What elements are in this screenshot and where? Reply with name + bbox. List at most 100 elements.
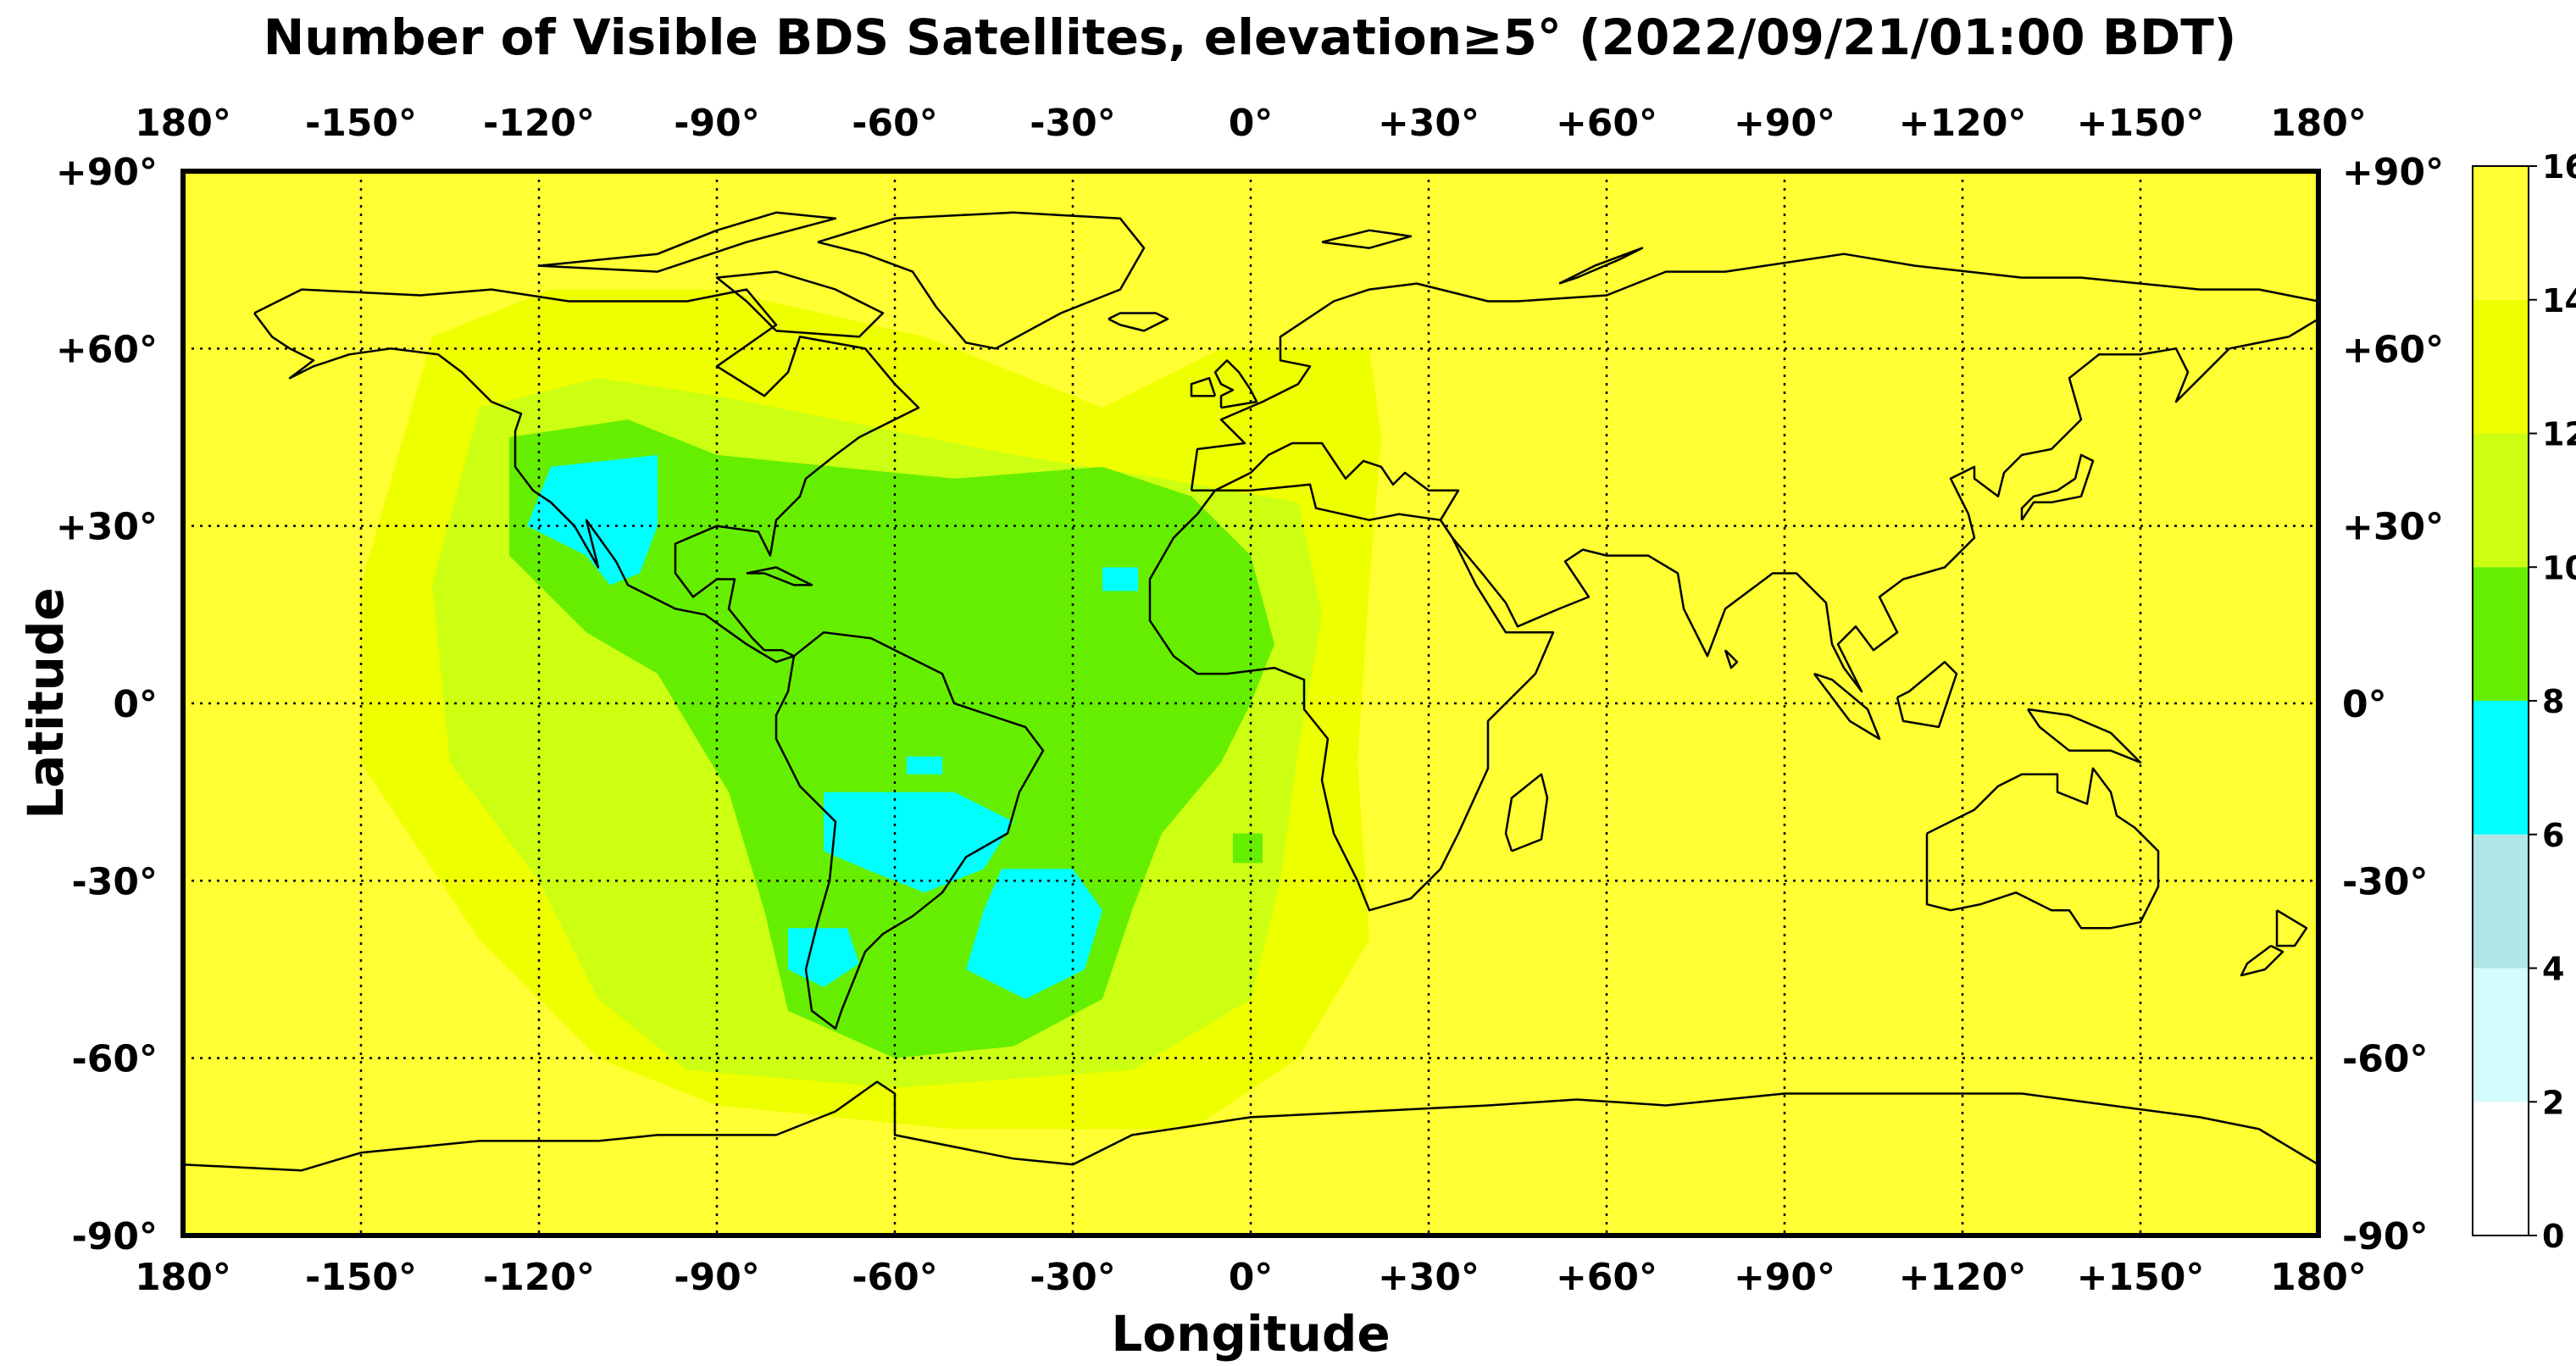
lon-tick-bottom: +60° [1556, 1256, 1657, 1299]
lon-tick-top: +60° [1556, 102, 1657, 145]
coast-ireland [1190, 376, 1217, 397]
colorbar-segment [2473, 433, 2529, 568]
lon-tick-top: -30° [1030, 102, 1116, 145]
lat-tick-right: -30° [2342, 860, 2429, 903]
coast-arctic-islands [538, 211, 837, 273]
lon-tick-bottom: -60° [852, 1256, 938, 1299]
coastline-layer [183, 211, 2318, 1172]
coast-novaya-zemlya [1558, 247, 1644, 285]
lon-tick-top: +120° [1899, 102, 2027, 145]
lon-tick-bottom: -150° [305, 1256, 417, 1299]
lat-tick-right: +30° [2342, 506, 2444, 549]
lat-tick-left: -90° [72, 1215, 158, 1258]
colorbar-segment [2473, 701, 2529, 835]
lon-tick-top: +30° [1378, 102, 1480, 145]
coast-eurasia-east [1191, 318, 2318, 693]
coast-new-zealand-south [2240, 944, 2285, 977]
colorbar-segment [2473, 968, 2529, 1102]
lon-tick-top: 180° [135, 102, 231, 145]
lat-tick-left: +30° [56, 506, 158, 549]
lat-tick-left: +90° [56, 151, 158, 194]
longitude-ticks-bottom: 180° -150° -120° -90° -60° -30° 0° +30° +60° +90°… [135, 1256, 2367, 1299]
colorbar-segment [2473, 166, 2529, 300]
lat-tick-right: -90° [2342, 1215, 2429, 1258]
map-frame [180, 169, 2321, 1238]
coast-eurasia [1190, 253, 2318, 491]
coast-madagascar [1504, 773, 1549, 852]
lon-tick-bottom: 180° [2270, 1256, 2367, 1299]
colorbar-segment [2473, 1102, 2529, 1236]
colorbar-tick-label: 12 [2542, 416, 2576, 453]
colorbar-tick-label: 8 [2542, 683, 2564, 720]
heatmap-region-9 [1233, 833, 1263, 863]
lon-tick-top: 0° [1229, 102, 1274, 145]
coast-sumatra [1813, 672, 1881, 741]
colorbar: 0 2 4 6 8 10 12 14 16 [2472, 148, 2576, 1255]
lon-tick-bottom: +90° [1734, 1256, 1835, 1299]
colorbar-tick-label: 0 [2542, 1218, 2564, 1255]
graticule-grid [183, 171, 2318, 1236]
lon-tick-top: -150° [305, 102, 417, 145]
lat-tick-right: -60° [2342, 1038, 2429, 1081]
heatmap-polar-band [183, 171, 2318, 201]
coast-cuba [746, 566, 813, 586]
lat-tick-left: -60° [72, 1038, 158, 1081]
y-axis-label: Latitude [17, 587, 75, 819]
lon-tick-bottom: 180° [135, 1256, 231, 1299]
coast-new-zealand [2275, 909, 2308, 947]
lon-tick-bottom: +30° [1378, 1256, 1480, 1299]
lon-tick-bottom: -120° [483, 1256, 595, 1299]
latitude-ticks-left: +90° +60° +30° 0° -30° -60° -90° [56, 151, 158, 1258]
lon-tick-bottom: +120° [1899, 1256, 2027, 1299]
coast-south-america [774, 631, 1045, 1030]
lat-tick-right: +90° [2342, 151, 2444, 194]
heatmap-region-7 [907, 756, 942, 775]
lon-tick-top: -90° [674, 102, 760, 145]
lat-tick-right: 0° [2342, 683, 2387, 726]
lon-tick-bottom: 0° [1229, 1256, 1274, 1299]
lon-tick-bottom: -30° [1030, 1256, 1116, 1299]
longitude-ticks-top: 180° -150° -120° -90° -60° -30° 0° +30° +60° +90°… [135, 102, 2367, 145]
coast-north-america [253, 288, 920, 664]
colorbar-segment [2473, 834, 2529, 969]
colorbar-tick-label: 10 [2542, 549, 2576, 586]
coast-japan [2020, 453, 2095, 521]
coast-antarctica [183, 1080, 2318, 1172]
lon-tick-top: -120° [483, 102, 595, 145]
colorbar-segment [2473, 299, 2529, 434]
coast-british-isles [1213, 359, 1258, 409]
lon-tick-top: +150° [2077, 102, 2205, 145]
x-axis-label: Longitude [1111, 1305, 1390, 1363]
coast-borneo [1896, 660, 1958, 729]
coast-iceland [1108, 312, 1169, 332]
colorbar-segment [2473, 567, 2529, 701]
coast-new-guinea [2026, 708, 2142, 764]
heatmap-region-8 [1102, 567, 1138, 591]
colorbar-tick-label: 4 [2542, 951, 2564, 988]
lon-tick-top: -60° [852, 102, 938, 145]
colorbar-tick-label: 2 [2542, 1084, 2564, 1121]
lon-tick-top: 180° [2270, 102, 2367, 145]
latitude-ticks-right: +90° +60° +30° 0° -30° -60° -90° [2342, 151, 2444, 1258]
coast-greenland [817, 211, 1146, 350]
colorbar-tick-label: 16 [2542, 148, 2576, 186]
coast-africa [1148, 483, 1555, 912]
lat-tick-right: +60° [2342, 328, 2444, 371]
heatmap-region-4 [824, 791, 1013, 893]
heatmap-region-5 [966, 869, 1102, 999]
heatmap-region-3 [527, 454, 658, 586]
lat-tick-left: +60° [56, 328, 158, 371]
colorbar-tick-label: 14 [2542, 282, 2576, 319]
lon-tick-top: +90° [1734, 102, 1835, 145]
coast-australia [1925, 767, 2160, 930]
colorbar-tick-label: 6 [2542, 817, 2564, 854]
lon-tick-bottom: -90° [674, 1256, 760, 1299]
lat-tick-left: 0° [113, 683, 158, 726]
coast-sri-lanka [1724, 649, 1739, 669]
figure-title: Number of Visible BDS Satellites, elevat… [264, 8, 2237, 66]
coast-baffin [715, 270, 885, 338]
lon-tick-bottom: +150° [2077, 1256, 2205, 1299]
coast-svalbard [1321, 229, 1413, 249]
lat-tick-left: -30° [72, 860, 158, 903]
